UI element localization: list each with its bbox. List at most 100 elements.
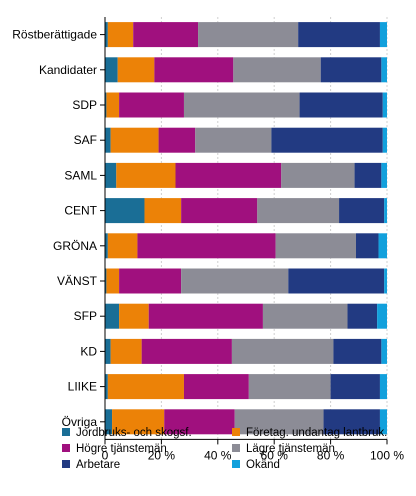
bar-segment — [164, 409, 235, 435]
bar-segment — [377, 303, 387, 329]
bar-segment — [110, 338, 142, 364]
category-label: Kandidater — [39, 63, 97, 77]
category-label: SAF — [74, 133, 97, 147]
bar-segment — [231, 338, 334, 364]
bar-segment — [119, 92, 184, 118]
bar-segment — [195, 127, 272, 153]
category-label: VÄNST — [57, 274, 98, 288]
x-tick-label: 60 % — [261, 448, 289, 462]
category-label: Övriga — [62, 415, 98, 429]
bar-segment — [298, 22, 380, 48]
legend-label: Jordbruks- och skogsf. — [76, 427, 192, 439]
bar-segment — [158, 127, 196, 153]
grid-layer — [160, 17, 388, 440]
bar-segment — [105, 162, 117, 188]
bar-segment — [257, 198, 340, 224]
bar-segment — [281, 162, 355, 188]
bar-segment — [330, 374, 380, 400]
x-tick-label: 80 % — [317, 448, 345, 462]
bar-segment — [112, 409, 165, 435]
bar-segment — [141, 338, 232, 364]
legend-swatch — [232, 428, 240, 436]
bar-segment — [181, 268, 289, 294]
bar-segment — [381, 338, 387, 364]
category-label: Röstberättigade — [12, 28, 97, 42]
bar-segment — [110, 127, 159, 153]
bar-segment — [183, 374, 249, 400]
category-label: SDP — [72, 98, 97, 112]
bar-segment — [106, 92, 120, 118]
legend-label: Okänd — [246, 459, 280, 471]
bar-segment — [105, 338, 111, 364]
bar-segment — [105, 127, 111, 153]
bar-segment — [382, 127, 387, 153]
bar-segment — [105, 374, 108, 400]
bar-segment — [299, 92, 383, 118]
bar-segment — [378, 233, 387, 259]
bar-segment — [137, 233, 276, 259]
bar-segment — [198, 22, 299, 48]
bar-segment — [105, 198, 145, 224]
bars-layer — [105, 22, 387, 435]
legend-label: Högre tjänstemän — [76, 443, 167, 455]
legend: Jordbruks- och skogsf. Företag. undantag … — [62, 427, 387, 471]
bar-segment — [105, 22, 108, 48]
bar-segment — [117, 57, 155, 83]
legend-swatch — [62, 460, 70, 468]
legend-swatch — [232, 444, 240, 452]
bar-segment — [133, 22, 199, 48]
category-label: CENT — [64, 204, 97, 218]
bar-segment — [275, 233, 356, 259]
bar-segment — [107, 374, 184, 400]
bar-segment — [105, 303, 120, 329]
bar-segment — [333, 338, 382, 364]
bar-segment — [105, 268, 107, 294]
bar-segment — [354, 162, 382, 188]
bar-segment — [233, 57, 321, 83]
bar-segment — [355, 233, 379, 259]
bar-segment — [116, 162, 176, 188]
x-tick-labels: 0 20 % 40 % 60 % 80 % 100 % — [102, 448, 405, 462]
bar-segment — [119, 303, 149, 329]
bar-segment — [119, 268, 182, 294]
bar-segment — [384, 198, 387, 224]
bar-segment — [183, 92, 300, 118]
bar-segment — [105, 409, 113, 435]
bar-segment — [379, 22, 387, 48]
bar-segment — [234, 409, 324, 435]
x-tick-label: 20 % — [148, 448, 176, 462]
bar-segment — [382, 92, 387, 118]
bar-segment — [181, 198, 258, 224]
bar-segment — [347, 303, 378, 329]
legend-label: Lägre tjänstemän — [246, 443, 335, 455]
bar-segment — [379, 409, 387, 435]
bar-segment — [262, 303, 348, 329]
bar-segment — [339, 198, 385, 224]
bar-segment — [381, 162, 387, 188]
bar-segment — [381, 57, 387, 83]
x-tick-label: 100 % — [370, 448, 404, 462]
category-label: SFP — [74, 309, 97, 323]
legend-swatch — [62, 444, 70, 452]
bar-segment — [154, 57, 234, 83]
bar-segment — [384, 268, 387, 294]
bar-segment — [288, 268, 385, 294]
category-label: SAML — [64, 168, 97, 182]
bar-segment — [106, 268, 120, 294]
bar-segment — [105, 92, 107, 118]
bar-segment — [107, 233, 138, 259]
bar-segment — [323, 409, 380, 435]
category-label: KD — [80, 344, 97, 358]
bar-segment — [271, 127, 383, 153]
bar-segment — [105, 57, 118, 83]
category-label: LIIKE — [68, 380, 97, 394]
bar-segment — [107, 22, 134, 48]
bar-segment — [105, 233, 108, 259]
category-labels: Röstberättigade Kandidater SDP SAF SAML CENT G… — [12, 28, 97, 429]
legend-label: Företag. undantag lantbruk. — [246, 427, 387, 439]
bar-segment — [144, 198, 182, 224]
bar-segment — [379, 374, 387, 400]
legend-label: Arbetare — [76, 459, 120, 471]
